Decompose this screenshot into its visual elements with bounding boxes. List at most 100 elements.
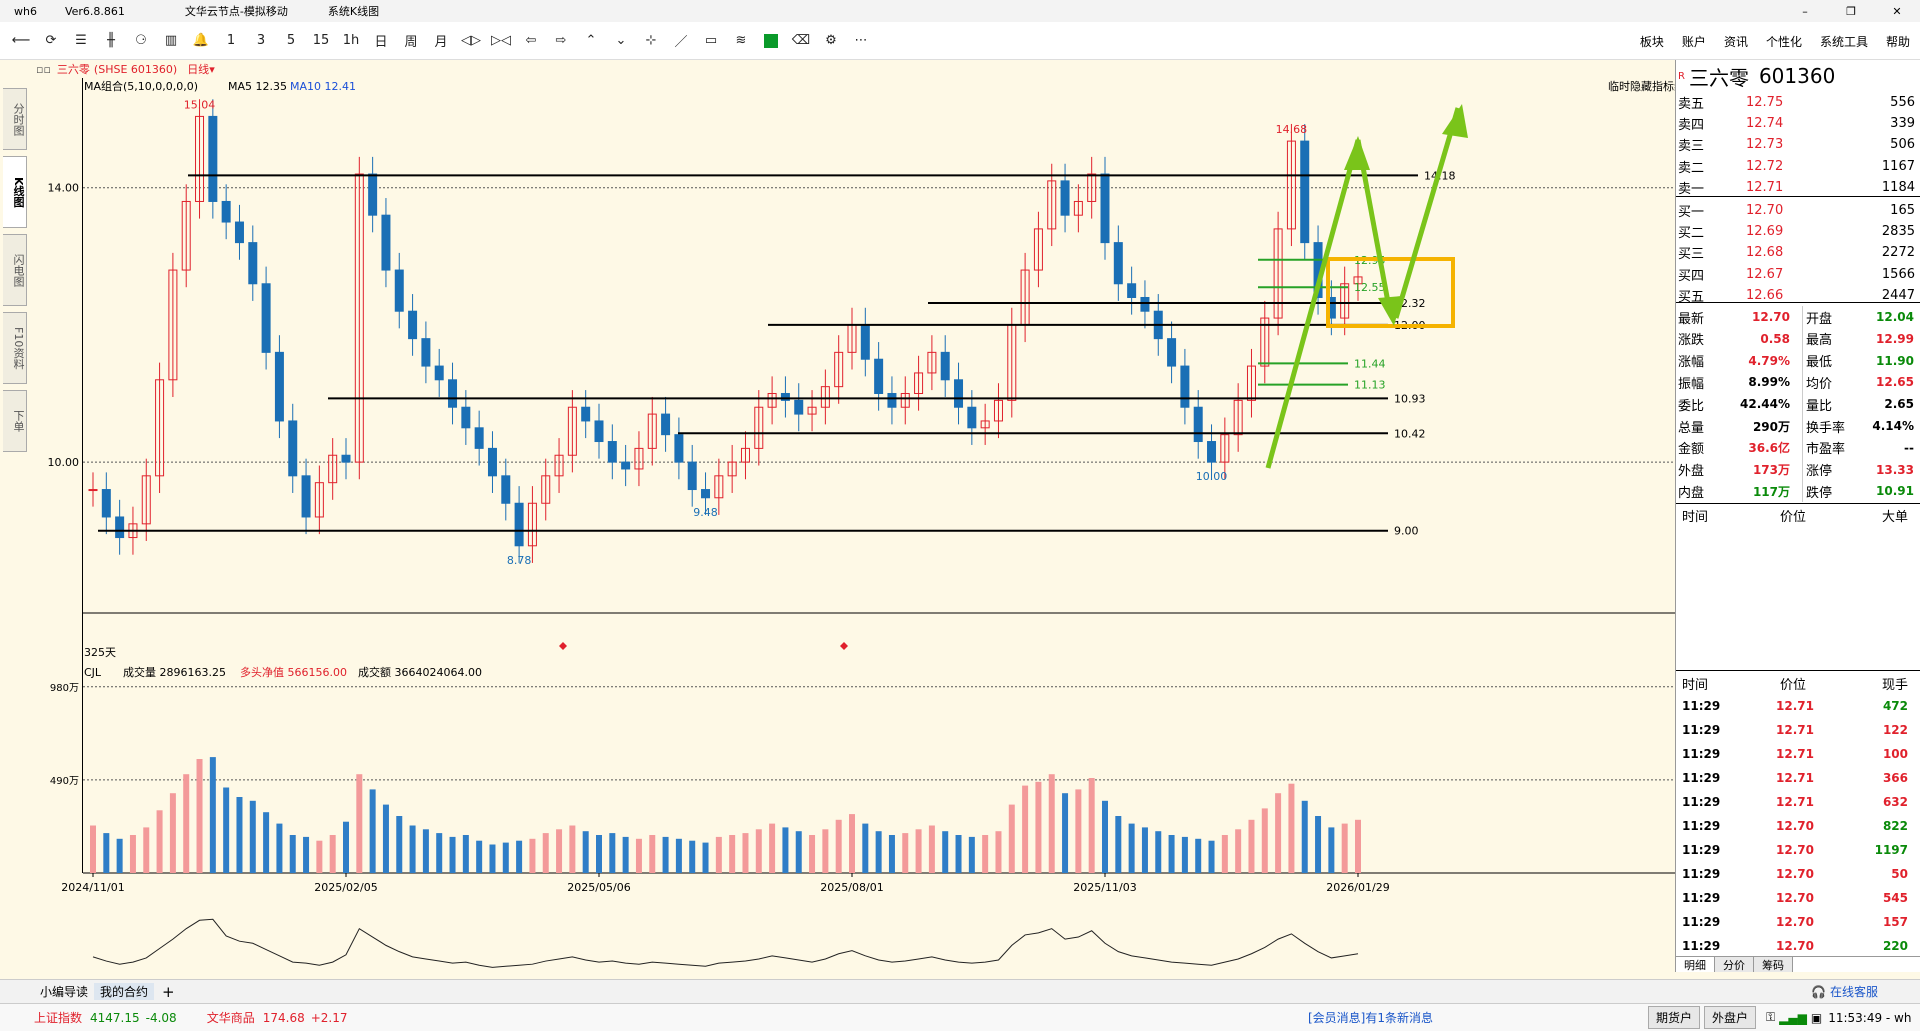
menu-item[interactable]: 系统工具 <box>1819 34 1868 49</box>
stat-value: 12.04 <box>1876 310 1914 324</box>
volume-bar <box>822 829 829 873</box>
title-bar: wh6 Ver6.8.861 文华云节点-模拟移动 系统K线图 – ❐ ✕ <box>0 0 1920 22</box>
volume-bar <box>422 829 429 873</box>
chevron-down-icon[interactable]: ▾ <box>209 62 215 76</box>
menu-item[interactable]: 板块 <box>1639 34 1664 49</box>
futures-account-button[interactable]: 期货户 <box>1648 1006 1701 1029</box>
period-button[interactable]: 1 <box>226 33 236 48</box>
index1-name[interactable]: 上证指数 <box>34 1011 83 1025</box>
maximize-icon[interactable]: ❐ <box>1846 4 1856 18</box>
tab-kline[interactable]: K线图 <box>3 156 27 228</box>
support-line-label: 10.93 <box>1394 392 1426 405</box>
kline-chart[interactable]: 14.00 10.00 2024/11/01 2025/02/05 2025/05/06… <box>28 78 1675 972</box>
menu-item[interactable]: 资讯 <box>1723 34 1748 49</box>
bell-icon[interactable]: 🔔 <box>192 33 210 48</box>
tab-order[interactable]: 下单 <box>3 390 27 452</box>
more-icon[interactable]: ⋯ <box>854 33 868 48</box>
bid-row: 买一 12.70 165 <box>1676 200 1920 221</box>
period-select[interactable]: 日线 <box>187 63 210 76</box>
menu-item[interactable]: 个性化 <box>1765 34 1802 49</box>
list-icon[interactable]: ☰ <box>75 33 87 48</box>
volume-bar <box>143 827 150 873</box>
tab-minute-chart[interactable]: 分时图 <box>3 88 27 150</box>
share-icon[interactable]: ⚆ <box>135 33 147 48</box>
cjl-label[interactable]: CJL <box>84 666 102 679</box>
candle-body <box>874 358 884 395</box>
crosshair-icon[interactable]: ⊹ <box>645 33 657 48</box>
right-arrow-icon[interactable]: ⇨ <box>555 33 567 48</box>
up-chevron-icon[interactable]: ⌃ <box>585 33 597 48</box>
left-arrow-icon[interactable]: ⇦ <box>525 33 537 48</box>
customer-service-link[interactable]: 🎧 在线客服 <box>1811 983 1878 1000</box>
minimize-icon[interactable]: – <box>1802 4 1808 18</box>
app-name: wh6 <box>14 4 37 18</box>
tab-f10[interactable]: F10资料 <box>3 312 27 384</box>
back-icon[interactable]: ⟵ <box>11 33 31 48</box>
period-button[interactable]: 5 <box>286 33 296 48</box>
index2-change: +2.17 <box>310 1010 348 1025</box>
volume-bar <box>1141 827 1148 873</box>
view-name: 系统K线图 <box>327 5 380 18</box>
candle-body <box>674 434 684 463</box>
candle-body <box>354 173 364 463</box>
volume-bar <box>90 825 96 873</box>
quote-tab[interactable]: 分价 <box>1715 957 1754 972</box>
volume-bar <box>1115 816 1122 873</box>
down-chevron-icon[interactable]: ⌄ <box>615 33 627 48</box>
volume-bar <box>849 814 855 873</box>
col-price: 价位 <box>1780 677 1807 693</box>
period-button[interactable]: 周 <box>404 35 418 50</box>
tick-volume: 632 <box>1882 795 1908 809</box>
index2-name[interactable]: 文华商品 <box>206 1011 255 1025</box>
stat-value: 4.79% <box>1748 353 1790 368</box>
volume-bar <box>1075 789 1082 873</box>
volume-bar <box>675 838 682 873</box>
bar-icon[interactable]: ▥ <box>164 33 178 48</box>
menu-item[interactable]: 帮助 <box>1885 34 1910 49</box>
eraser-icon[interactable]: ⌫ <box>791 33 811 48</box>
trend-arrow-up <box>1265 139 1361 469</box>
divider <box>1676 503 1920 504</box>
candle-body <box>1353 276 1363 285</box>
event-marker <box>559 642 567 650</box>
zoom-out-icon[interactable]: ▷◁ <box>491 33 511 48</box>
foreign-account-button[interactable]: 外盘户 <box>1704 1006 1757 1029</box>
close-icon[interactable]: ✕ <box>1892 4 1902 18</box>
volume-bar <box>875 831 882 873</box>
quote-tab[interactable]: 明细 <box>1676 957 1715 972</box>
volume-bar <box>516 840 523 873</box>
level-price: 12.71 <box>1746 179 1784 195</box>
zoom-in-icon[interactable]: ◁▷ <box>461 33 481 48</box>
candle-body <box>834 351 844 388</box>
settings-icon[interactable]: ⚙ <box>825 33 837 48</box>
rect-tool-icon[interactable]: ▭ <box>704 33 718 48</box>
volume-bar <box>223 787 230 873</box>
period-button[interactable]: 1h <box>342 33 360 48</box>
hide-indicator-button[interactable]: 临时隐藏指标线 <box>1608 79 1675 93</box>
quote-tab[interactable]: 筹码 <box>1754 957 1793 972</box>
stat-label: 最低 <box>1806 355 1833 371</box>
menu-item[interactable]: 账户 <box>1681 34 1706 49</box>
period-button[interactable]: 日 <box>374 35 388 50</box>
grid-icon[interactable]: ▫▫ <box>36 62 51 76</box>
line-tool-icon[interactable]: ／ <box>674 35 688 50</box>
candle-body <box>1100 173 1110 244</box>
period-button[interactable]: 月 <box>434 35 448 50</box>
headset-icon: 🎧 <box>1811 985 1827 999</box>
tab-guide[interactable]: 小编导读 <box>40 985 89 999</box>
ma-combo-label[interactable]: MA组合(5,10,0,0,0,0) <box>84 79 198 93</box>
candle-icon[interactable]: ╫ <box>107 33 115 48</box>
ma10-label: MA10 12.41 <box>290 80 356 93</box>
add-tab-button[interactable]: + <box>162 982 175 1001</box>
member-message[interactable]: [会员消息]有1条新消息 <box>1308 1011 1433 1025</box>
refresh-icon[interactable]: ⟳ <box>45 33 57 48</box>
volume-bar <box>116 838 123 873</box>
tab-my-contracts[interactable]: 我的合约 <box>94 983 155 1000</box>
volume-bar <box>1315 816 1322 873</box>
period-button[interactable]: 3 <box>256 33 266 48</box>
period-button[interactable]: 15 <box>312 33 330 48</box>
volume-bar <box>316 840 323 873</box>
tab-flash-chart[interactable]: 闪电图 <box>3 234 27 306</box>
pattern-icon[interactable]: ≋ <box>735 33 747 48</box>
color-icon[interactable] <box>758 28 784 54</box>
